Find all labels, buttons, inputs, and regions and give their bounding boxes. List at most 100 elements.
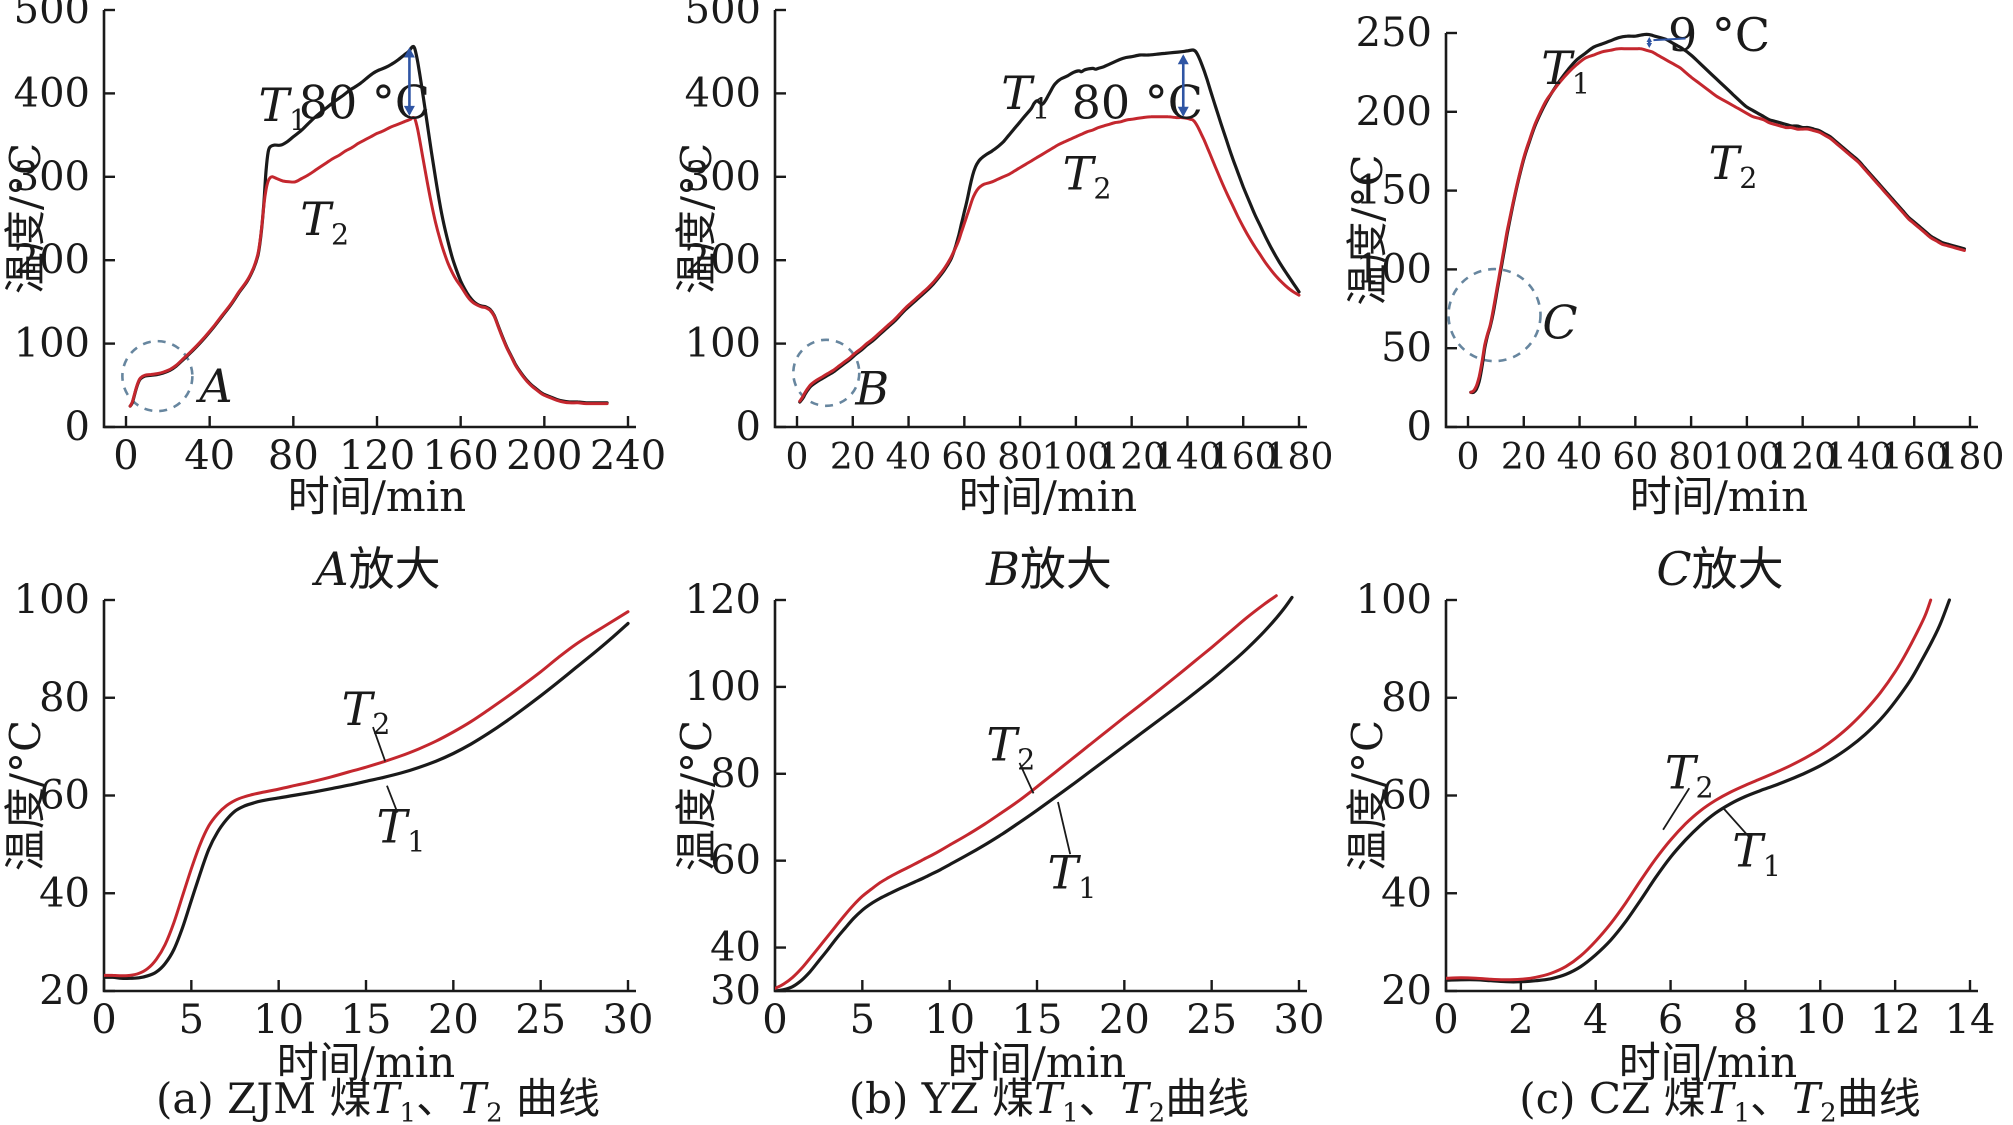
x-tick-label: 10	[924, 997, 975, 1043]
arrowhead-icon	[403, 105, 415, 116]
x-axis-label: 时间/min	[1619, 1038, 1797, 1087]
x-tick-label: 100	[1713, 437, 1782, 478]
x-tick-label: 20	[1501, 437, 1547, 478]
y-axis-label: 温度/°C	[1343, 154, 1392, 305]
zjm-zoom-a-plot: A放大 0 5 10 15 20 25 30 20 40 60 80 100 时间/min 温度/°C T2 T…	[1, 543, 654, 1125]
x-tick-label: 80	[997, 437, 1043, 478]
x-tick-label: 2	[1508, 997, 1533, 1043]
region-circle-A	[121, 339, 194, 413]
curve-label: T2	[342, 682, 391, 741]
x-tick-label: 240	[590, 433, 666, 479]
curve-label: T1	[1732, 824, 1781, 883]
x-tick-label: 20	[1099, 997, 1150, 1043]
x-tick-label: 4	[1583, 997, 1608, 1043]
x-tick-label: 160	[1209, 437, 1278, 478]
t2-curve	[128, 115, 609, 408]
chart-caption: (b) YZ 煤T1、T2曲线	[849, 1074, 1249, 1125]
x-tick-label: 0	[762, 997, 787, 1043]
arrowhead-icon	[1177, 54, 1189, 65]
x-tick-label: 120	[1768, 437, 1837, 478]
y-tick-label: 40	[710, 925, 761, 971]
arrowhead-icon	[1177, 106, 1189, 117]
y-tick-label: 40	[39, 870, 90, 916]
temp-diff-arrow	[403, 47, 415, 116]
t2-curve	[1469, 47, 1966, 394]
x-tick-label: 6	[1658, 997, 1683, 1043]
y-tick-label: 100	[685, 321, 761, 367]
x-tick-label: 10	[253, 997, 304, 1043]
y-tick-label: 300	[685, 154, 761, 200]
x-tick-label: 0	[91, 997, 116, 1043]
x-tick-label: 5	[850, 997, 875, 1043]
x-tick-label: 40	[184, 433, 235, 479]
chart-title: C放大	[1656, 543, 1783, 596]
x-tick-label: 60	[1612, 437, 1658, 478]
chart-title: A放大	[311, 543, 440, 596]
chart-caption: (a) ZJM 煤T1、T2 曲线	[156, 1074, 600, 1125]
y-tick-label: 0	[736, 404, 761, 450]
y-tick-label: 400	[685, 70, 761, 116]
x-tick-label: 0	[1457, 437, 1480, 478]
t1-curve	[775, 595, 1294, 991]
x-tick-label: 15	[1012, 997, 1063, 1043]
curve-label: T2	[1665, 746, 1714, 805]
curve-label: T1	[1541, 41, 1590, 100]
x-tick-label: 140	[1824, 437, 1893, 478]
y-tick-label: 20	[39, 968, 90, 1014]
t2-curve	[104, 610, 630, 978]
y-tick-label: 500	[685, 0, 761, 33]
y-tick-label: 100	[14, 577, 90, 623]
y-tick-label: 60	[710, 838, 761, 884]
y-tick-label: 60	[1381, 773, 1432, 819]
y-axis-label: 温度/°C	[672, 720, 721, 871]
x-tick-label: 0	[113, 433, 138, 479]
label-leader-line	[386, 785, 399, 813]
curve-label: T2	[300, 192, 349, 251]
y-tick-label: 500	[14, 0, 90, 33]
region-label-A: A	[195, 359, 232, 413]
y-tick-label: 200	[1356, 89, 1432, 135]
y-tick-label: 80	[39, 675, 90, 721]
y-tick-label: 200	[685, 237, 761, 283]
arrowhead-icon	[1646, 42, 1653, 48]
x-axis-label: 时间/min	[288, 472, 466, 521]
t1-curve	[104, 621, 630, 981]
chart-zjm-overview: 0 40 80 120 160 200 240 0 100 200 300 400 500 时间/min 温…	[0, 0, 671, 543]
t2-curve	[775, 594, 1278, 990]
y-tick-label: 80	[1381, 675, 1432, 721]
chart-yz-zoom-b: B放大 0 5 10 15 20 25 30 30 40 60 80 100 120 时间/min 温度/°C…	[671, 543, 1342, 1125]
x-tick-label: 160	[1880, 437, 1949, 478]
x-tick-label: 80	[268, 433, 319, 479]
chart-zjm-zoom-a: A放大 0 5 10 15 20 25 30 20 40 60 80 100 时间/min 温度/°C T2 T…	[0, 543, 671, 1125]
x-tick-label: 60	[941, 437, 987, 478]
y-tick-label: 60	[39, 773, 90, 819]
y-axis-label: 温度/°C	[672, 143, 721, 294]
x-tick-label: 30	[1274, 997, 1325, 1043]
x-axis-label: 时间/min	[277, 1038, 455, 1087]
cz-overview-plot: 0 20 40 60 80100120140160180050100150200250时…	[1343, 8, 2004, 521]
x-axis-label: 时间/min	[1630, 472, 1808, 521]
temp-diff-arrow	[1646, 36, 1686, 48]
axes-lines	[773, 600, 1307, 993]
x-tick-label: 160	[422, 433, 498, 479]
t2-curve	[1446, 598, 1933, 982]
x-tick-label: 30	[603, 997, 654, 1043]
chart-yz-overview: 0 20 40 60 80 100 120 140 160 180 0 100 200 300 400 500…	[671, 0, 1342, 543]
x-tick-label: 10	[1795, 997, 1846, 1043]
region-label-B: B	[854, 361, 889, 415]
chart-cz-overview: 0 20 40 60 80 100 120 140 160 180 0 50 100 150 200 250 时…	[1342, 0, 2013, 543]
y-axis-label: 温度/°C	[1, 143, 50, 294]
y-tick-label: 0	[1407, 404, 1432, 450]
y-tick-label: 120	[685, 577, 761, 623]
y-tick-label: 40	[1381, 870, 1432, 916]
curve-label: T1	[377, 799, 426, 858]
t1-curve	[1446, 598, 1951, 984]
x-tick-label: 0	[786, 437, 809, 478]
x-axis-label: 时间/min	[959, 472, 1137, 521]
y-tick-label: 100	[14, 321, 90, 367]
x-tick-label: 12	[1870, 997, 1921, 1043]
axes-lines	[102, 10, 636, 429]
y-tick-label: 300	[14, 154, 90, 200]
x-tick-label: 120	[1097, 437, 1166, 478]
x-tick-label: 14	[1945, 997, 1996, 1043]
